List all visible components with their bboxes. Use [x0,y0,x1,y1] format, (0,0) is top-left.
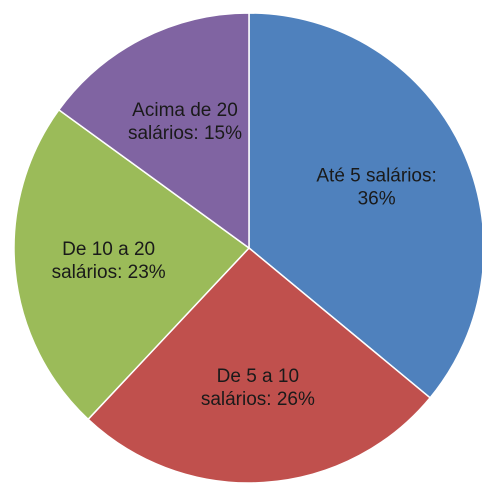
pie-slice [13,108,251,421]
data-label: De 10 a 20 salários: 23% [52,239,166,283]
data-label-line: 36% [358,188,396,209]
data-label-line: salários: 23% [52,262,166,283]
data-label-line: salários: 15% [128,123,242,144]
pie-slice [87,246,432,483]
data-label: De 5 a 10 salários: 26% [201,366,315,410]
data-label: Até 5 salários: 36% [316,165,436,209]
data-label-line: Até 5 salários: [316,165,436,186]
pie-slice [248,12,482,399]
data-label-line: salários: 26% [201,389,315,410]
data-label-line: De 5 a 10 [217,366,299,387]
data-label-line: De 10 a 20 [62,239,155,260]
data-label-line: Acima de 20 [132,100,238,121]
data-label: Acima de 20 salários: 15% [128,100,242,144]
pie-slice [57,12,250,250]
